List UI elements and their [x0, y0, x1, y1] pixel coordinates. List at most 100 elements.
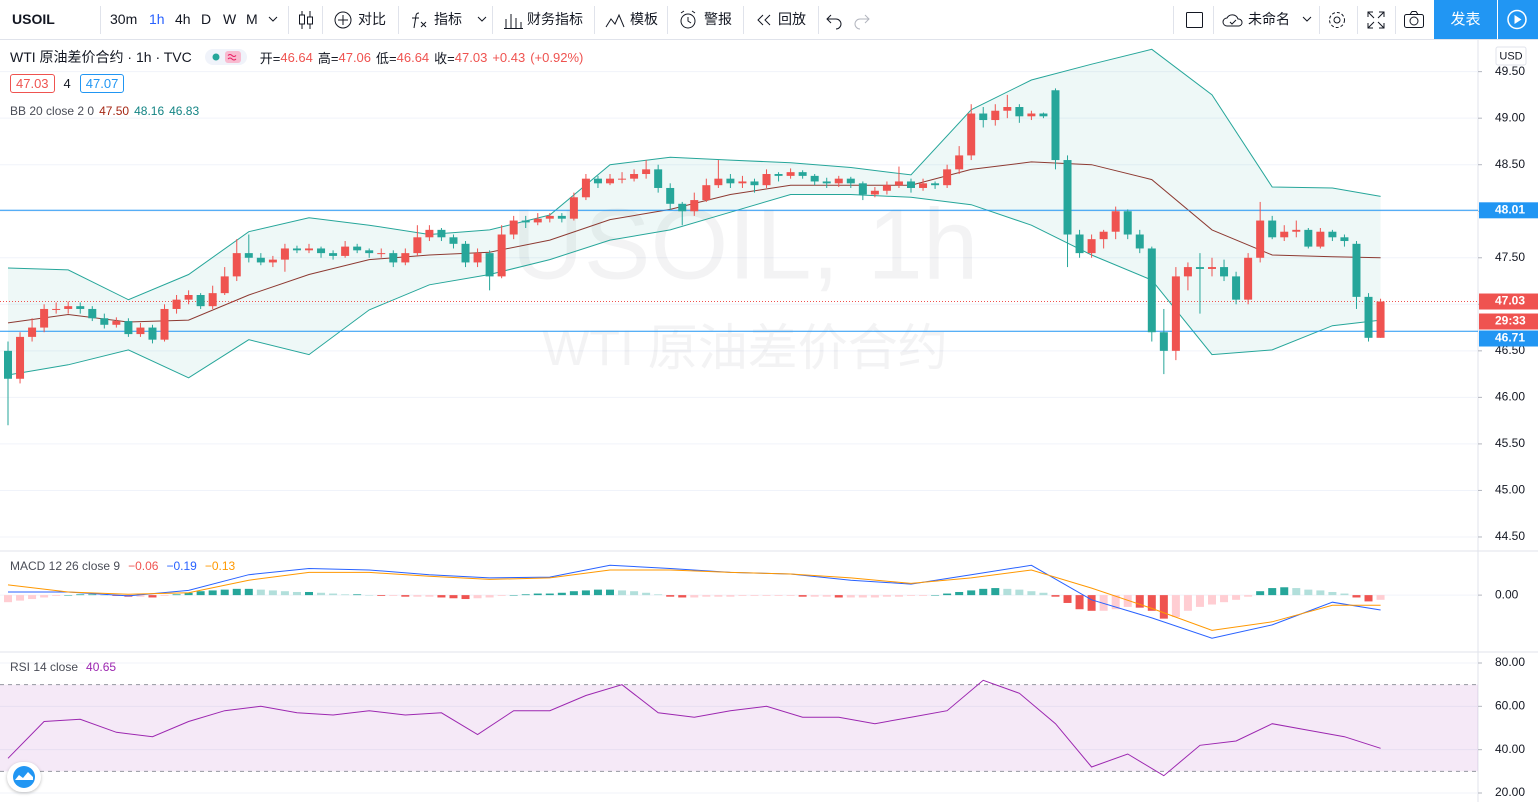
- macd-histogram-bar: [979, 588, 988, 596]
- macd-histogram-bar: [1256, 591, 1265, 596]
- candle-body: [76, 306, 85, 309]
- legend-row: 47.03 4 47.07: [10, 74, 125, 93]
- undo-icon[interactable]: [825, 10, 843, 30]
- toolbar: USOIL 未命名 发表 30m 1h 4h D W M 对比 指标 财务指标 模板 警报 回放: [0, 0, 1538, 40]
- logo[interactable]: [7, 762, 41, 792]
- candle-icon[interactable]: [297, 10, 315, 30]
- redo-icon[interactable]: [853, 10, 871, 30]
- toolbar-button[interactable]: 回放: [778, 11, 806, 27]
- macd-histogram-bar: [846, 595, 855, 598]
- candle-body: [196, 295, 205, 307]
- macd-histogram-bar: [172, 594, 181, 596]
- macd-histogram-bar: [244, 588, 253, 596]
- play-button[interactable]: [1498, 0, 1538, 39]
- price-box[interactable]: 47.07: [79, 74, 125, 93]
- candle-body: [1027, 113, 1036, 117]
- candle-body: [714, 178, 723, 186]
- candle-body: [1063, 160, 1072, 235]
- symbol[interactable]: USOIL: [12, 11, 55, 27]
- candle-body: [678, 203, 687, 212]
- replay-icon[interactable]: [754, 10, 774, 30]
- legend-row: BB 20 close 2 0 47.50 48.16 46.83: [10, 104, 199, 118]
- legend-row: MACD 12 26 close 9 −0.06 −0.19 −0.13: [10, 559, 235, 573]
- macd-histogram-bar: [533, 593, 542, 596]
- macd-histogram-bar: [1111, 595, 1120, 610]
- candle-body: [955, 155, 964, 170]
- candle-body: [1135, 234, 1144, 249]
- layout-icon[interactable]: [1185, 10, 1205, 30]
- interval-button[interactable]: 1h: [149, 11, 165, 27]
- snapshot-icon[interactable]: [1403, 10, 1425, 30]
- caret-icon[interactable]: [477, 16, 487, 24]
- candle-body: [943, 169, 952, 186]
- interval-button[interactable]: W: [223, 11, 237, 27]
- interval-button[interactable]: M: [246, 11, 258, 27]
- macd-histogram-bar: [545, 593, 554, 596]
- compare-icon[interactable]: [333, 10, 353, 30]
- macd-value: −0.06: [128, 559, 159, 573]
- candle-body: [292, 248, 301, 251]
- candle-body: [353, 246, 362, 251]
- macd-histogram-bar: [618, 590, 627, 596]
- template-icon[interactable]: [605, 10, 625, 30]
- macd-histogram-bar: [1220, 595, 1229, 603]
- candle-body: [256, 257, 265, 263]
- toolbar-button[interactable]: 指标: [434, 11, 462, 27]
- interval-button[interactable]: 4h: [175, 11, 191, 27]
- macd-histogram-bar: [377, 595, 386, 596]
- candle-body: [618, 178, 627, 180]
- toolbar-button[interactable]: 模板: [630, 11, 658, 27]
- macd-histogram-bar: [461, 595, 470, 600]
- cloud-icon[interactable]: [1221, 10, 1245, 30]
- candle-body: [630, 174, 639, 179]
- candle-body: [1123, 211, 1132, 235]
- candle-body: [148, 327, 157, 340]
- candle-body: [1003, 107, 1012, 111]
- macd-histogram-bar: [208, 590, 217, 596]
- settings-icon[interactable]: [1327, 10, 1347, 30]
- interval-button[interactable]: D: [201, 11, 212, 27]
- candle-body: [449, 237, 458, 244]
- macd-histogram-bar: [341, 594, 350, 596]
- caret-icon[interactable]: [1302, 16, 1312, 24]
- publish-button[interactable]: 发表: [1434, 0, 1497, 39]
- candle-body: [377, 253, 386, 255]
- price-line-tag: 46.71: [1495, 331, 1525, 345]
- rsi-band: [0, 684, 1478, 772]
- candle-body: [750, 181, 759, 186]
- caret-icon[interactable]: [268, 16, 278, 24]
- macd-value: −0.19: [166, 559, 197, 573]
- fx-icon[interactable]: [410, 10, 430, 30]
- candle-body: [894, 181, 903, 186]
- price-box[interactable]: 4: [63, 76, 71, 91]
- candle-body: [1280, 231, 1289, 238]
- macd-histogram-bar: [1268, 588, 1277, 596]
- candle-body: [1292, 229, 1301, 232]
- bb-lower: [7, 194, 1381, 379]
- macd-histogram-bar: [1063, 595, 1072, 603]
- toolbar-button[interactable]: 财务指标: [527, 11, 583, 27]
- separator: [1395, 6, 1396, 34]
- alert-icon[interactable]: [678, 10, 698, 30]
- legend-row: RSI 14 close 40.65: [10, 660, 116, 674]
- candle-body: [774, 174, 783, 176]
- y-tick-label: 0.00: [1495, 587, 1519, 601]
- macd-histogram-bar: [606, 589, 614, 596]
- interval-button[interactable]: 30m: [110, 11, 138, 27]
- layout-name[interactable]: 未命名: [1248, 11, 1290, 27]
- price-box[interactable]: 47.03: [10, 74, 55, 93]
- candle-body: [389, 253, 398, 263]
- fullscreen-icon[interactable]: [1366, 10, 1386, 30]
- macd-histogram-bar: [1328, 591, 1337, 596]
- watermark: WTI 原油差价合约: [542, 320, 948, 376]
- candle-body: [425, 229, 434, 238]
- macd-histogram-bar: [256, 589, 265, 596]
- financials-icon[interactable]: [503, 10, 523, 30]
- y-tick-label: 48.50: [1495, 157, 1525, 171]
- toolbar-button[interactable]: 对比: [358, 11, 386, 27]
- bb-upper: [7, 48, 1381, 301]
- macd-histogram-bar: [1292, 588, 1301, 596]
- toolbar-button[interactable]: 警报: [704, 11, 732, 27]
- candle-body: [341, 246, 350, 256]
- series-title: WTI 原油差价合约 · 1h · TVC: [10, 49, 192, 65]
